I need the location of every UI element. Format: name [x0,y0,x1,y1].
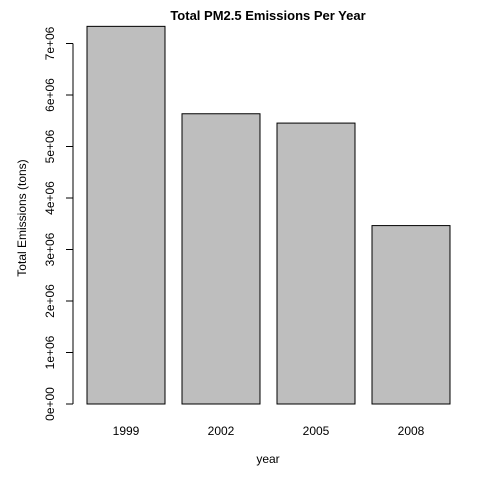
chart-title: Total PM2.5 Emissions Per Year [170,8,365,23]
x-tick-label-2005: 2005 [303,424,330,438]
y-tick-label: 5e+06 [43,129,57,163]
y-tick-label: 1e+06 [43,335,57,369]
y-tick-label: 6e+06 [43,78,57,112]
y-axis-label: Total Emissions (tons) [15,159,29,276]
y-tick-label: 0e+00 [43,387,57,421]
y-axis: 0e+00 1e+06 2e+06 3e+06 4e+06 5e+06 6e+06 7e+06 [43,26,74,421]
x-tick-label-1999: 1999 [113,424,140,438]
x-tick-label-2008: 2008 [398,424,425,438]
y-tick-label: 4e+06 [43,181,57,215]
x-axis-labels: 1999 2002 2005 2008 [113,424,425,438]
y-tick-label: 7e+06 [43,26,57,60]
bar-2005 [276,122,356,405]
bars-group [86,25,451,405]
y-tick-label: 3e+06 [43,232,57,266]
bar-2008 [371,225,451,405]
x-tick-label-2002: 2002 [208,424,235,438]
y-tick-label: 2e+06 [43,284,57,318]
bar-1999 [86,25,166,405]
bar-2002 [181,113,261,405]
x-axis-label: year [256,452,279,466]
